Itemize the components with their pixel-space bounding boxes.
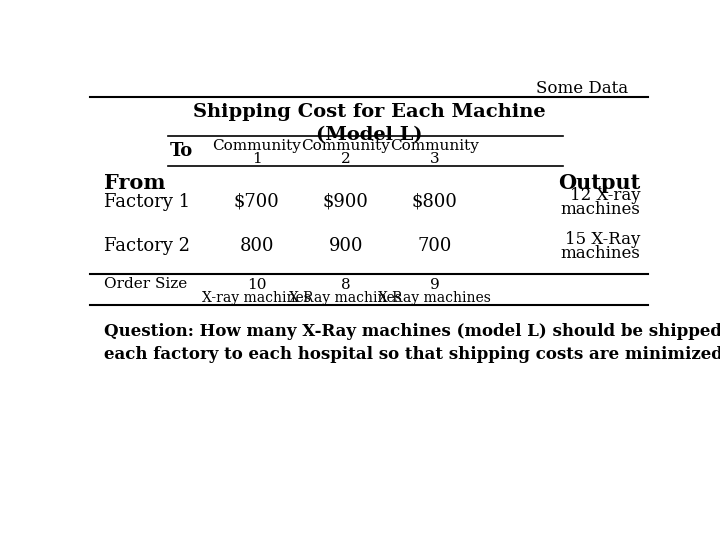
Text: Question: How many X-Ray machines (model L) should be shipped from
each factory : Question: How many X-Ray machines (model… [104, 323, 720, 363]
Text: Community: Community [301, 139, 390, 153]
Text: 800: 800 [239, 237, 274, 255]
Text: To: To [170, 142, 193, 160]
Text: $800: $800 [412, 193, 458, 211]
Text: 15 X-Ray: 15 X-Ray [565, 231, 640, 248]
Text: 700: 700 [418, 237, 452, 255]
Text: 3: 3 [430, 152, 440, 166]
Text: machines: machines [560, 201, 640, 218]
Text: machines: machines [560, 245, 640, 262]
Text: Some Data: Some Data [536, 80, 629, 97]
Text: 12 X-ray: 12 X-ray [570, 187, 640, 204]
Text: Output: Output [558, 173, 640, 193]
Text: 2: 2 [341, 152, 351, 166]
Text: $900: $900 [323, 193, 369, 211]
Text: Community: Community [212, 139, 301, 153]
Text: X-ray machines: X-ray machines [202, 291, 311, 305]
Text: 9: 9 [430, 278, 440, 292]
Text: Factory 2: Factory 2 [104, 237, 190, 255]
Text: X-Ray machines: X-Ray machines [379, 291, 491, 305]
Text: Order Size: Order Size [104, 277, 187, 291]
Text: 8: 8 [341, 278, 351, 292]
Text: From: From [104, 173, 166, 193]
Text: Factory 1: Factory 1 [104, 193, 190, 211]
Text: 1: 1 [252, 152, 261, 166]
Text: Shipping Cost for Each Machine
(Model L): Shipping Cost for Each Machine (Model L) [193, 103, 545, 144]
Text: X-Ray machines: X-Ray machines [289, 291, 402, 305]
Text: 10: 10 [247, 278, 266, 292]
Text: 900: 900 [328, 237, 363, 255]
Text: $700: $700 [234, 193, 279, 211]
Text: Community: Community [390, 139, 480, 153]
